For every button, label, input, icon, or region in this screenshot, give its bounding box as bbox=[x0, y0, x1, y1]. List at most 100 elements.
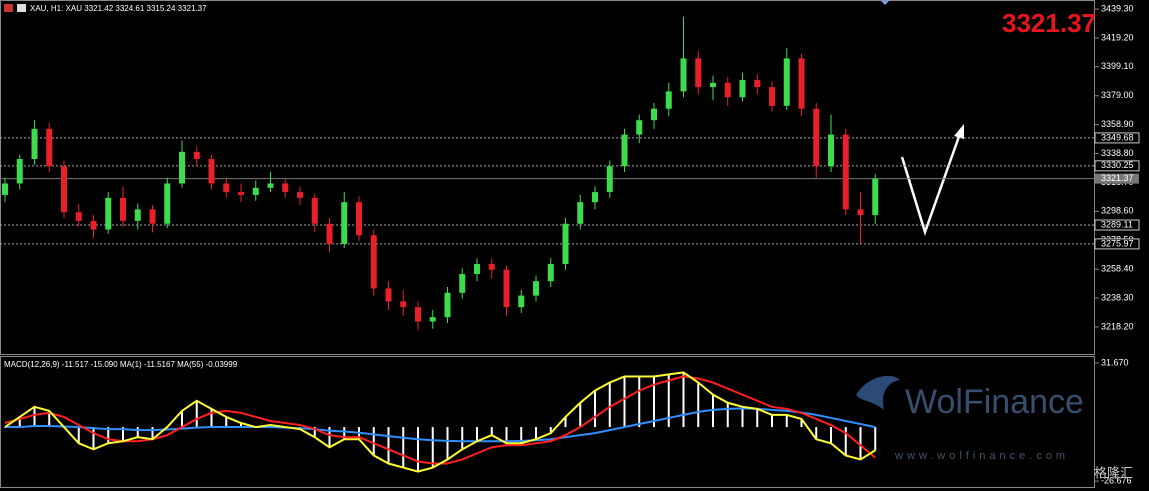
histogram-bar bbox=[240, 423, 242, 428]
candle-body bbox=[267, 183, 274, 188]
histogram-bar bbox=[225, 416, 228, 428]
candle-body bbox=[429, 317, 436, 322]
level-label: 3275.97 bbox=[1101, 238, 1134, 248]
level-box bbox=[1094, 219, 1140, 231]
candle-body bbox=[651, 108, 657, 121]
candle-body bbox=[533, 281, 539, 296]
candle-body bbox=[2, 183, 8, 195]
price-panel bbox=[0, 0, 1095, 355]
histogram-bar bbox=[181, 410, 183, 428]
level-label: 3330.25 bbox=[1101, 160, 1134, 170]
histogram-bar bbox=[712, 394, 714, 428]
histogram-bar bbox=[136, 427, 139, 438]
candle-body bbox=[164, 183, 171, 224]
histogram-bar bbox=[697, 382, 700, 428]
macd-line bbox=[4, 371, 876, 473]
candle-body bbox=[488, 263, 495, 270]
histogram-bar bbox=[446, 427, 449, 460]
histogram-bar bbox=[653, 376, 655, 428]
candle-body bbox=[444, 292, 451, 318]
histogram-bar bbox=[313, 427, 316, 438]
level-box bbox=[1094, 132, 1140, 144]
y-tick-label: 3258.40 bbox=[1101, 264, 1134, 274]
histogram-bar bbox=[830, 427, 832, 444]
histogram-bar bbox=[490, 427, 493, 436]
brand: WolFinance bbox=[905, 383, 1084, 421]
url: www.wolfinance.com bbox=[894, 450, 1069, 462]
candle-body bbox=[282, 183, 289, 193]
candle-body bbox=[120, 197, 126, 221]
candle-body bbox=[577, 202, 584, 224]
histogram-bar bbox=[682, 372, 685, 428]
current-price-big: 3321.37 bbox=[1002, 8, 1096, 38]
histogram-bar bbox=[638, 376, 641, 428]
candle-body bbox=[813, 108, 820, 167]
candle-body bbox=[370, 235, 377, 289]
candle-body bbox=[31, 128, 38, 160]
histogram-bar bbox=[874, 427, 877, 451]
histogram-bar bbox=[48, 410, 51, 428]
candle-body bbox=[297, 192, 303, 198]
histogram-bar bbox=[564, 416, 567, 428]
candle-body bbox=[503, 269, 510, 308]
candle-body bbox=[311, 197, 318, 224]
candle-body bbox=[75, 212, 82, 221]
histogram-bar bbox=[372, 427, 375, 456]
histogram-bar bbox=[328, 427, 331, 448]
histogram-bar bbox=[461, 427, 464, 450]
histogram-bar bbox=[535, 427, 537, 440]
candle-body bbox=[665, 91, 672, 109]
candle-body bbox=[149, 209, 156, 224]
candle-body bbox=[208, 159, 215, 184]
histogram-bar bbox=[431, 427, 434, 468]
candle-body bbox=[547, 263, 554, 282]
histogram-bar bbox=[579, 402, 582, 428]
candle-body bbox=[61, 166, 67, 213]
candle-body bbox=[636, 120, 643, 135]
candle-body bbox=[872, 178, 879, 216]
candle-body bbox=[842, 134, 849, 210]
histogram-bar bbox=[785, 414, 788, 428]
candle-body bbox=[518, 295, 525, 308]
histogram-bar bbox=[151, 427, 154, 440]
histogram-bar bbox=[505, 427, 508, 444]
candle-body bbox=[724, 82, 731, 98]
histogram-bar bbox=[107, 427, 110, 444]
candle-body bbox=[238, 192, 244, 195]
candle-body bbox=[562, 223, 569, 264]
icon bbox=[4, 4, 13, 12]
histogram-bar bbox=[417, 427, 419, 472]
candle-body bbox=[754, 79, 761, 88]
histogram-bar bbox=[771, 414, 773, 428]
arrow bbox=[900, 127, 964, 236]
candle-body bbox=[592, 192, 598, 203]
candle-body bbox=[326, 223, 333, 244]
candle-body bbox=[474, 263, 480, 275]
macd-header: MACD(12,26,9) -11.517 -15.090 MA(1) -11.… bbox=[4, 360, 238, 369]
histogram-bar bbox=[195, 400, 198, 428]
macd-panel bbox=[0, 356, 1095, 488]
candle-body bbox=[606, 166, 613, 193]
candle-body bbox=[621, 134, 628, 167]
level-box bbox=[1094, 238, 1140, 250]
candle-body bbox=[341, 202, 348, 244]
histogram-bar bbox=[387, 427, 390, 464]
histogram-bar bbox=[33, 406, 36, 428]
current-label: 3321.37 bbox=[1101, 173, 1134, 183]
candle-body bbox=[783, 58, 790, 106]
histogram-bar bbox=[623, 376, 626, 428]
y-tick-label: 3338.80 bbox=[1101, 148, 1134, 158]
histogram-bar bbox=[844, 427, 847, 456]
histogram-bar bbox=[92, 427, 95, 450]
y-tick-label: 3358.90 bbox=[1101, 119, 1134, 129]
histogram-bar bbox=[756, 408, 759, 428]
candle-body bbox=[356, 202, 362, 236]
y-tick-label: 31.670 bbox=[1101, 357, 1129, 367]
candle-body bbox=[134, 209, 141, 221]
marker bbox=[880, 0, 890, 5]
candle-body bbox=[459, 274, 466, 293]
y-tick-label: 3379.00 bbox=[1101, 90, 1134, 100]
logo bbox=[856, 375, 900, 410]
y-tick-label: 3218.20 bbox=[1101, 321, 1134, 331]
